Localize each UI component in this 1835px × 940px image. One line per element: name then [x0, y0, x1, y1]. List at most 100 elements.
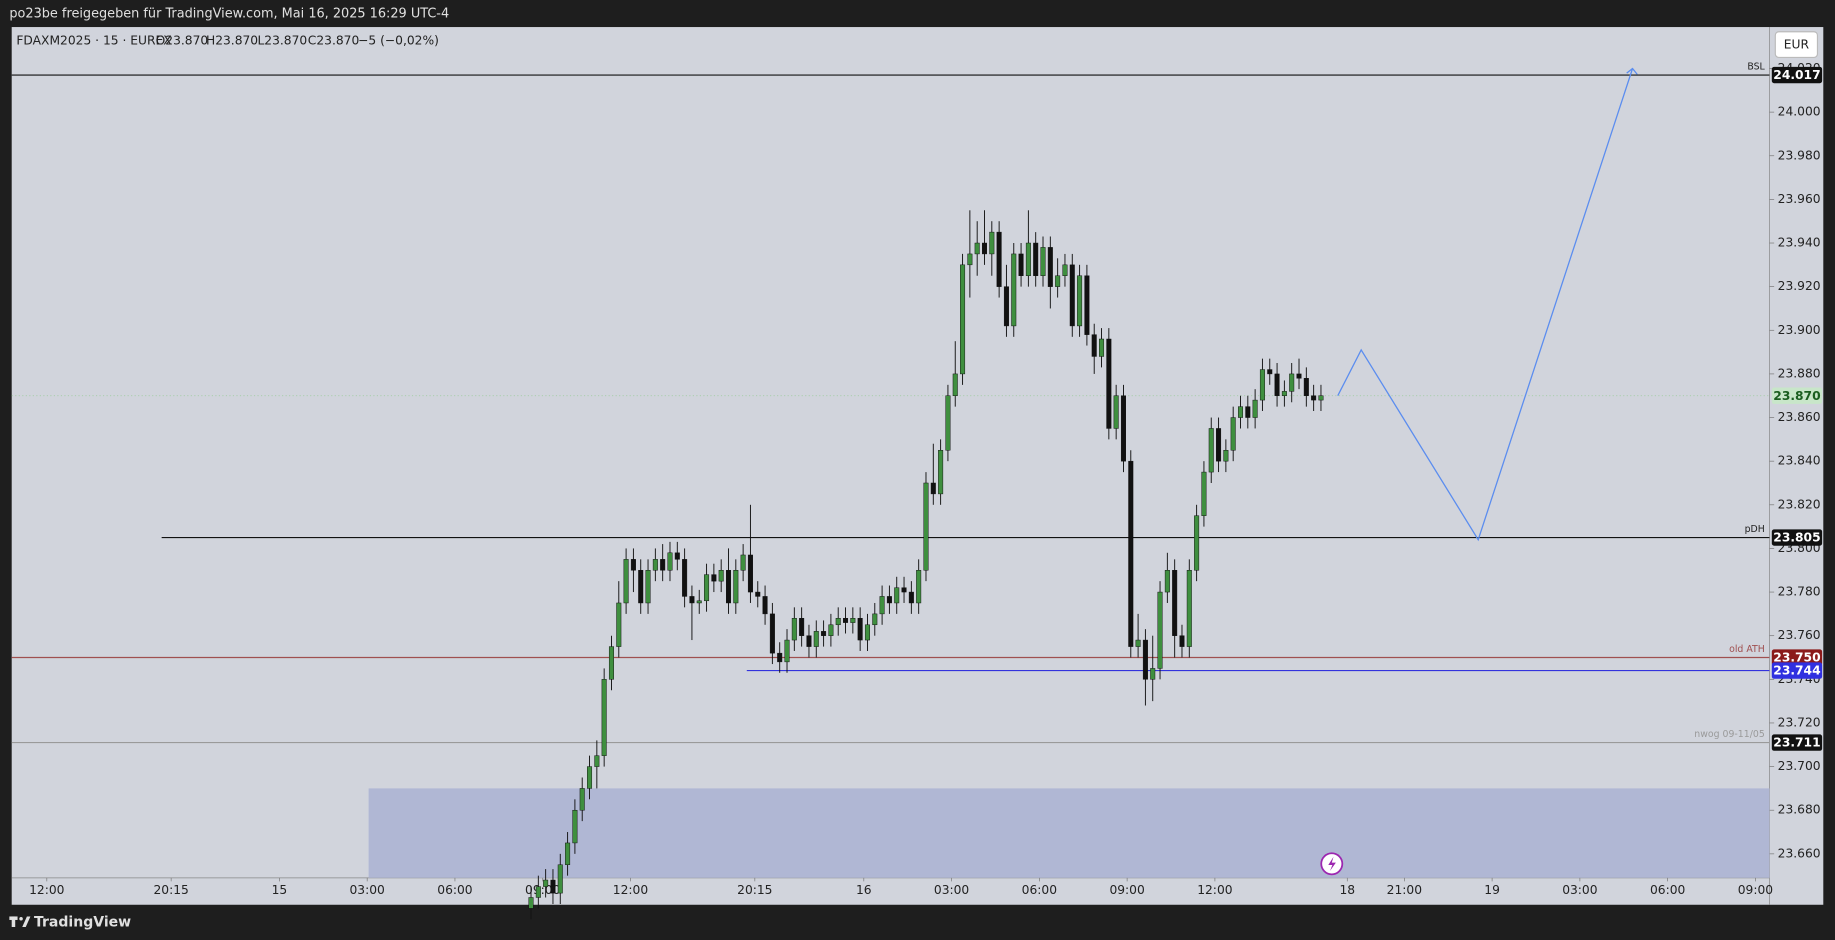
candle-body: [967, 253, 973, 266]
price-label-box: [1771, 649, 1823, 666]
candle-body: [1069, 264, 1075, 327]
candle-body: [1099, 338, 1105, 357]
candle-body: [1135, 639, 1141, 647]
x-tick-label: 19: [1484, 883, 1500, 897]
candle-body: [630, 559, 636, 571]
candle-body: [645, 570, 651, 604]
level-name: pDH: [1745, 524, 1765, 535]
candle-body: [1040, 247, 1046, 276]
y-tick-label: 23.960: [1778, 192, 1821, 206]
candle-body: [894, 587, 900, 604]
y-tick-label: 23.980: [1778, 148, 1821, 162]
candle-body: [660, 559, 666, 571]
legend-close: C23.870: [308, 34, 359, 48]
legend-low: L23.870: [257, 34, 307, 48]
x-tick-label: 03:00: [934, 883, 969, 897]
price-label: 23.805: [1773, 531, 1820, 545]
candle-body: [1267, 369, 1273, 375]
legend-open: O23.870: [156, 34, 209, 48]
brand: TradingView: [34, 914, 131, 930]
y-tick-label: 23.900: [1778, 323, 1821, 337]
y-tick-label: 23.920: [1778, 279, 1821, 293]
candle-body: [1289, 373, 1295, 392]
candle-body: [535, 886, 541, 898]
candle-body: [1216, 428, 1222, 462]
candle-body: [799, 618, 805, 636]
candle-body: [601, 679, 607, 756]
y-tick-label: 23.840: [1778, 454, 1821, 468]
candle-body: [872, 613, 878, 626]
candle-body: [1128, 460, 1134, 647]
candle-body: [616, 602, 622, 647]
logo-part: [11, 916, 16, 927]
price-axis: [1769, 27, 1824, 905]
x-tick-label: 20:15: [737, 883, 772, 897]
candle-body: [543, 879, 549, 887]
candle-body: [733, 570, 739, 604]
price-label-box: [1771, 387, 1823, 404]
candle-body: [1003, 286, 1009, 327]
plot-area: [11, 27, 1770, 878]
logo-part: [19, 917, 23, 921]
candle-body: [608, 646, 614, 680]
candle-body: [1186, 570, 1192, 647]
logo-part: [22, 916, 31, 927]
candle-body: [908, 591, 914, 604]
candle-body: [1245, 406, 1251, 418]
candle-body: [864, 624, 870, 641]
y-tick-label: 23.880: [1778, 366, 1821, 380]
candle-body: [1025, 242, 1031, 276]
candle-body: [557, 864, 563, 894]
y-tick-label: 23.760: [1778, 628, 1821, 642]
currency[interactable]: EUR: [1784, 38, 1810, 52]
candle-body: [1281, 391, 1287, 396]
y-tick-label: 23.820: [1778, 497, 1821, 511]
candle-body: [784, 639, 790, 663]
candle-body: [821, 631, 827, 636]
candle-body: [828, 624, 834, 636]
legend-symbol: FDAXM2025 · 15 · EUREX: [16, 34, 172, 48]
candle-body: [587, 766, 593, 789]
candle-body: [1259, 369, 1265, 401]
candle-body: [1303, 378, 1309, 396]
candle-body: [747, 554, 753, 593]
candle-body: [1230, 417, 1236, 451]
price-label-box: [1771, 734, 1823, 751]
candle-body: [813, 631, 819, 647]
projection-path: [1337, 68, 1634, 542]
x-tick-label: 09:00: [1738, 883, 1773, 897]
candle-body: [843, 618, 849, 623]
candle-body: [981, 242, 988, 255]
price-label-box: [1771, 529, 1823, 546]
candle-body: [989, 231, 995, 255]
candle-body: [1120, 395, 1126, 462]
price-label-box: [1771, 66, 1823, 84]
y-tick-label: 23.700: [1778, 759, 1821, 773]
price-label: 23.711: [1773, 736, 1820, 750]
x-tick-label: 12:00: [613, 883, 648, 897]
candle-body: [696, 600, 702, 604]
candle-body: [1018, 253, 1024, 276]
candle-body: [704, 574, 710, 602]
candle-body: [1091, 334, 1097, 357]
candle-body: [725, 570, 732, 604]
candle-body: [689, 596, 695, 604]
candle-body: [857, 618, 863, 641]
candle-body: [623, 559, 629, 604]
candle-body: [1077, 275, 1083, 327]
price-label: 23.750: [1773, 651, 1820, 665]
candle-body: [550, 879, 556, 894]
currency-button[interactable]: [1774, 31, 1819, 59]
candle-body: [718, 570, 724, 582]
candle-body: [791, 618, 797, 641]
x-tick-label: 06:00: [1650, 883, 1685, 897]
candle-body: [1201, 471, 1207, 516]
candle-body: [996, 231, 1002, 287]
x-tick-label: 15: [272, 883, 288, 897]
level-name: old ATH: [1729, 644, 1765, 655]
brand-logo: [9, 916, 31, 927]
candle-body: [952, 373, 958, 396]
candle-body: [740, 554, 746, 571]
fvg-zone: [368, 788, 1770, 878]
